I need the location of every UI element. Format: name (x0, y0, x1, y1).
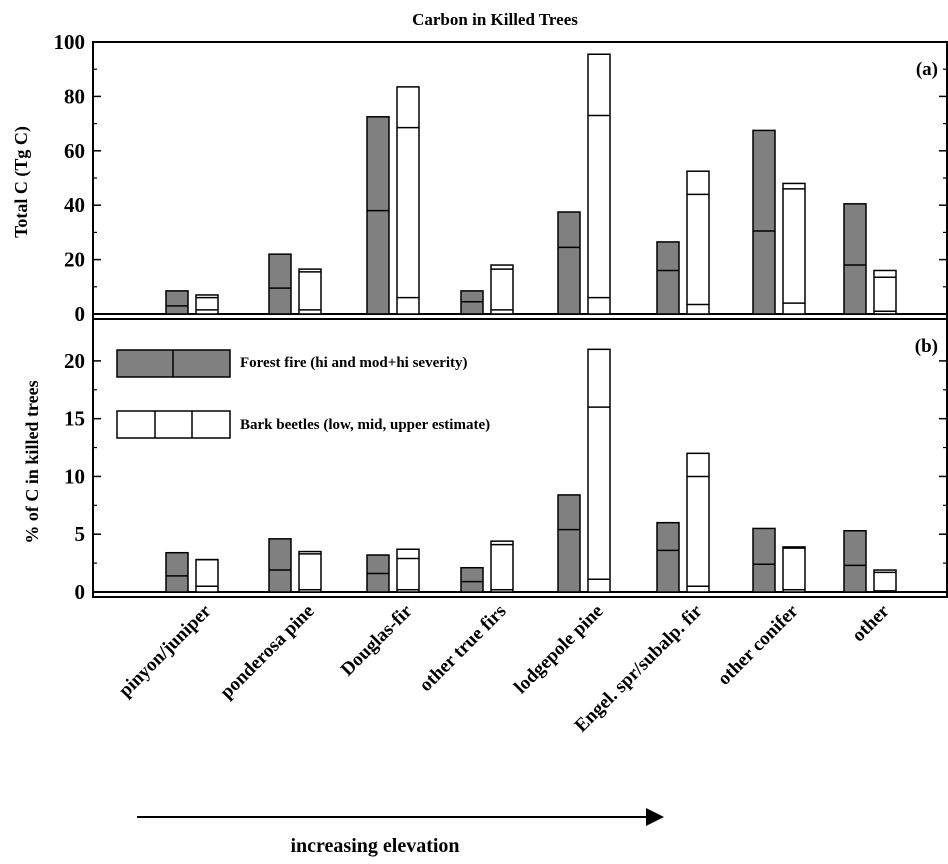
fire-bar (843, 203, 867, 315)
panel-0-frame (92, 41, 948, 320)
panel-0-ytick-label: 0 (75, 302, 86, 326)
panel-0-ytick-label: 80 (64, 84, 85, 108)
fire-bar (752, 527, 776, 593)
beetle-bar (873, 269, 897, 315)
beetle-bar (298, 268, 322, 315)
elevation-arrow-head (646, 808, 664, 826)
panel-1-ytick-label: 0 (75, 580, 86, 604)
panel-1-ytick-label: 15 (64, 407, 85, 431)
beetle-bar (396, 548, 420, 593)
panel-0-ytick-label: 40 (64, 193, 85, 217)
category-label: other (848, 600, 894, 646)
elevation-arrow (137, 808, 664, 826)
fire-bar (557, 211, 581, 315)
category-label: other true firs (415, 601, 510, 696)
fire-bar (557, 494, 581, 593)
chart-title: Carbon in Killed Trees (412, 10, 578, 29)
category-label: pinyon/juniper (115, 600, 216, 701)
beetle-bar (298, 550, 322, 593)
beetle-bar (587, 348, 611, 593)
legend-beetle-swatch (116, 410, 231, 439)
fire-bar (165, 290, 189, 315)
panel-1-ytick-label: 20 (64, 349, 85, 373)
panel-0-ytick-label: 60 (64, 139, 85, 163)
legend-fire-text: Forest fire (hi and mod+hi severity) (240, 355, 468, 371)
beetle-bar (782, 182, 806, 315)
legend (116, 349, 231, 439)
category-label: lodgepole pine (510, 601, 607, 698)
beetle-bar (490, 540, 514, 593)
fire-bar (268, 253, 292, 315)
beetle-bar (686, 452, 710, 593)
fire-bar (656, 241, 680, 315)
panel-b-label: (b) (915, 336, 938, 357)
beetle-bar (873, 569, 897, 593)
legend-beetle-text: Bark beetles (low, mid, upper estimate) (240, 417, 490, 433)
panel-a-label: (a) (916, 59, 938, 80)
beetle-bar (396, 86, 420, 315)
fire-bar (165, 551, 189, 593)
fire-bar (268, 538, 292, 593)
beetle-bar (686, 170, 710, 315)
category-label: ponderosa pine (216, 601, 318, 703)
elevation-label: increasing elevation (290, 835, 459, 857)
fire-bar (460, 566, 484, 593)
fire-bar (843, 530, 867, 593)
beetle-bar (195, 558, 219, 593)
panel-b-ylabel: % of C in killed trees (22, 380, 42, 543)
beetle-bar (490, 264, 514, 315)
beetle-bar (782, 546, 806, 593)
panel-1-ytick-label: 10 (64, 464, 85, 488)
fire-bar (752, 129, 776, 315)
fire-bar (656, 521, 680, 593)
category-label: Douglas-fir (337, 600, 417, 680)
panel-a-ylabel: Total C (Tg C) (11, 126, 32, 238)
panel-1-frame (92, 318, 948, 598)
beetle-bar (587, 53, 611, 315)
fire-bar (366, 116, 390, 315)
category-label: other conifer (714, 600, 803, 689)
panel-0-ytick-label: 100 (54, 30, 86, 54)
panel-1-ytick-label: 5 (75, 522, 86, 546)
panel-0-ytick-label: 20 (64, 248, 85, 272)
